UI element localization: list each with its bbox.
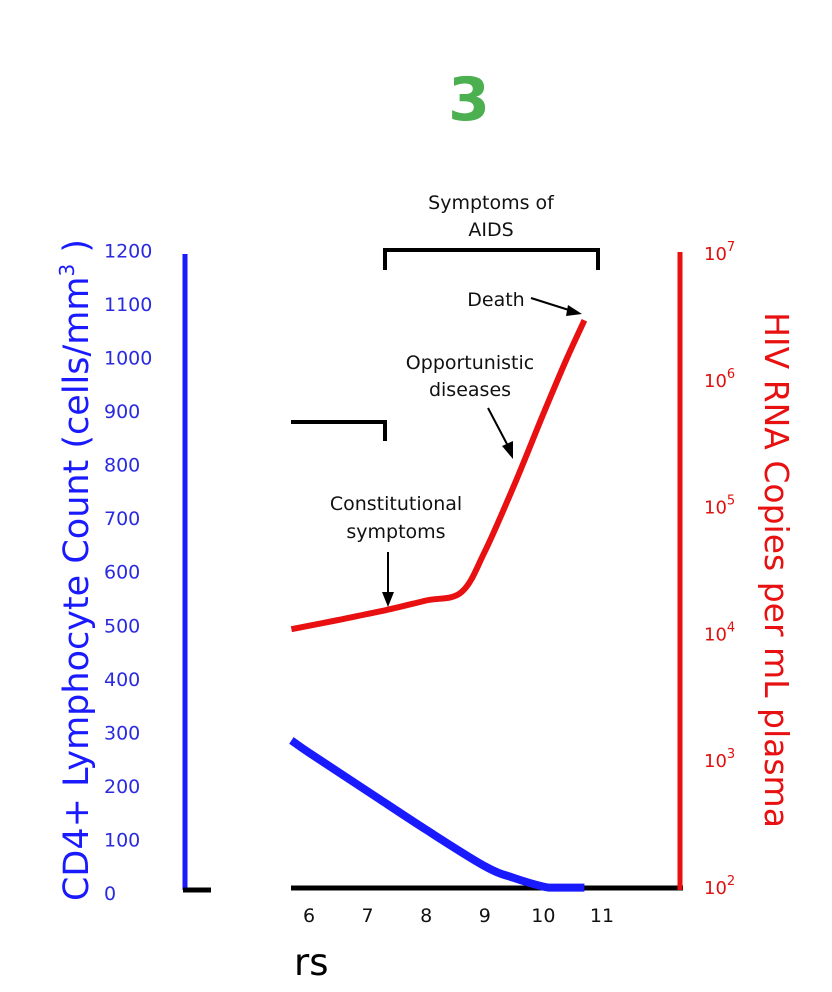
x-tick-label: 8 [420,905,432,927]
constitutional-bracket [291,420,387,441]
series-line-hiv-rna [290,319,588,633]
annotation-symptoms-of-aids-line1: Symptoms of [428,192,555,214]
left-tick-labels: 0 100 200 300 400 500 600 700 800 900 1000 1100 1200 [104,240,152,905]
x-tick-label: 7 [362,905,374,927]
right-tick-exponent: 6 [727,367,735,382]
right-tick-base: 10 [704,498,727,519]
left-tick-label: 400 [104,669,140,691]
opportunistic-arrow-shaft [487,407,509,447]
x-axis-title-fragment: rs [294,941,329,984]
left-axis-title-suffix: ) [57,239,97,264]
left-axis-title-main: CD4+ Lymphocyte Count (cells/mm [57,277,97,902]
annotation-opportunistic-line2: diseases [429,379,511,401]
opportunistic-arrow-head [502,441,513,459]
annotation-opportunistic-line1: Opportunistic [406,352,534,374]
left-tick-label: 1000 [104,348,152,370]
right-tick-exponent: 3 [727,747,735,762]
right-tick-base: 10 [704,878,727,899]
left-tick-label: 100 [104,829,140,851]
x-tick-label: 11 [590,905,614,927]
left-tick-label: 0 [104,883,116,905]
right-tick-label: 106 [704,367,735,392]
left-axis-title: CD4+ Lymphocyte Count (cells/mm3 ) [55,239,97,901]
x-tick-label: 6 [303,905,315,927]
right-tick-label: 103 [704,747,735,772]
constitutional-arrow-head [382,592,394,607]
annotation-constitutional-line1: Constitutional [330,493,462,515]
annotation-symptoms-of-aids-line2: AIDS [468,219,513,241]
right-tick-base: 10 [704,624,727,645]
left-tick-label: 800 [104,455,140,477]
right-axis-title: HIV RNA Copies per mL plasma [757,312,796,828]
annotation-death: Death [467,289,524,311]
right-tick-base: 10 [704,371,727,392]
step-number: 3 [448,65,490,135]
left-tick-label: 300 [104,722,140,744]
left-tick-label: 200 [104,776,140,798]
death-arrow-shaft [530,297,573,312]
left-tick-label: 500 [104,615,140,637]
left-tick-label: 700 [104,508,140,530]
right-tick-label: 105 [704,494,735,519]
left-tick-label: 900 [104,401,140,423]
right-tick-exponent: 5 [727,494,735,509]
x-tick-label: 10 [531,905,555,927]
right-tick-base: 10 [704,244,727,265]
annotation-constitutional-line2: symptoms [346,521,445,543]
death-arrow-head [566,305,582,316]
x-tick-labels: 6 7 8 9 10 11 [303,905,614,927]
right-tick-exponent: 7 [727,240,735,255]
x-tick-label: 9 [479,905,491,927]
left-tick-label: 1100 [104,294,152,316]
left-axis-title-sup: 3 [55,264,79,277]
right-tick-exponent: 4 [727,620,735,635]
right-tick-label: 107 [704,240,735,265]
aids-bracket [383,248,600,270]
right-tick-exponent: 2 [727,874,735,889]
left-tick-label: 600 [104,562,140,584]
right-tick-label: 102 [704,874,735,899]
left-tick-label: 1200 [104,240,152,262]
right-tick-base: 10 [704,751,727,772]
series-line-cd4 [289,737,585,892]
right-tick-label: 104 [704,620,735,645]
